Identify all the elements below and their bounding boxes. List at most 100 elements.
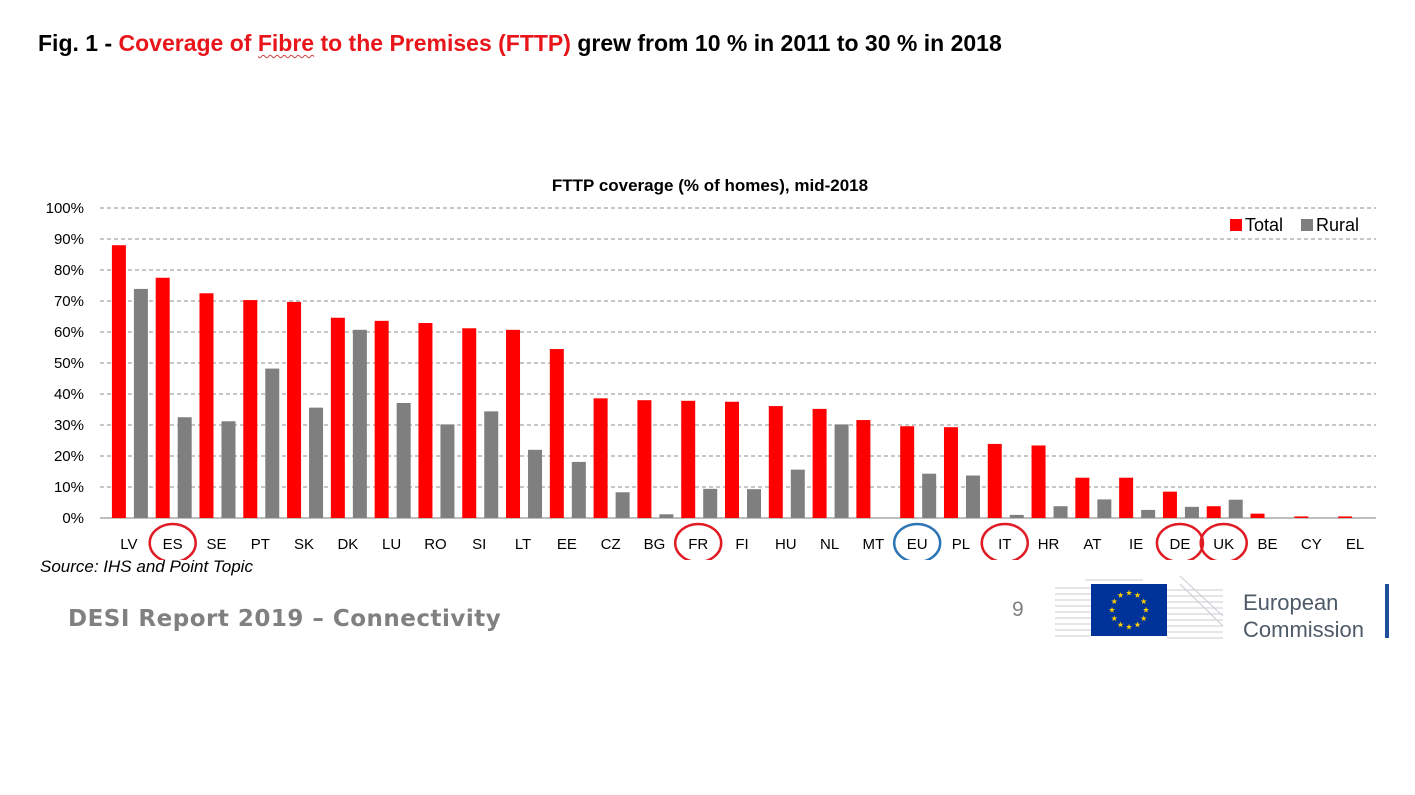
bar-rural-uk (1228, 499, 1243, 518)
flag-star-icon (1140, 615, 1147, 622)
x-category-label: SE (206, 536, 226, 553)
highlight-circle-fr (673, 522, 723, 560)
bar-total-se (199, 293, 214, 518)
bar-total-eu (900, 426, 915, 518)
bar-total-dk (330, 317, 345, 518)
bar-total-at (1075, 477, 1090, 518)
ec-building-pattern (1055, 576, 1224, 639)
bar-total-cz (593, 398, 608, 518)
ec-name-line1: European (1243, 590, 1339, 615)
ec-name: European Commission (1243, 589, 1364, 643)
legend-rural-swatch (1301, 219, 1313, 231)
y-tick-label: 10% (54, 479, 84, 496)
highlight-circle-uk (1199, 522, 1248, 560)
x-category-label: CZ (601, 536, 621, 553)
bar-total-fi (725, 401, 739, 518)
highlight-circle-eu (892, 522, 942, 560)
fibre-word: Fibre (257, 30, 315, 56)
x-category-label: AT (1083, 536, 1101, 553)
x-category-label: SI (472, 536, 486, 553)
bar-total-sk (287, 301, 302, 518)
bar-rural-at (1097, 499, 1112, 518)
source-note: Source: IHS and Point Topic (40, 557, 253, 576)
x-category-label: LV (120, 536, 137, 553)
bar-total-si (462, 328, 477, 518)
bar-rural-fi (747, 489, 761, 518)
bar-total-hr (1031, 445, 1046, 518)
bar-total-nl (812, 408, 827, 518)
flag-star-icon (1140, 598, 1147, 605)
bar-total-ee (549, 349, 564, 518)
bar-total-hu (768, 406, 783, 518)
x-category-label: NL (820, 536, 839, 553)
x-category-label: CY (1301, 536, 1322, 553)
y-tick-label: 20% (54, 448, 84, 465)
bar-rural-pl (965, 475, 980, 518)
legend: Total Rural (1230, 215, 1359, 235)
x-axis-categories: LV ES SE PT SK DK LU RO SI LT EE CZ BG FR FI HU NL MT EU PL… (120, 536, 1364, 553)
x-category-label: LU (382, 536, 401, 553)
flag-star-icon (1117, 621, 1124, 628)
x-category-label: DK (337, 536, 358, 553)
bar-rural-se (221, 421, 236, 518)
y-tick-label: 40% (54, 386, 84, 403)
x-category-label: FI (735, 536, 748, 553)
bar-total-lu (374, 320, 389, 518)
bar-rural-hu (790, 469, 805, 518)
bar-total-uk (1206, 506, 1221, 518)
x-category-label: EU (907, 536, 928, 553)
x-category-label: LT (515, 536, 531, 553)
x-category-label: PT (251, 536, 270, 553)
bar-total-de (1162, 491, 1177, 518)
x-category-label: HR (1038, 536, 1060, 553)
x-category-label: IE (1129, 536, 1143, 553)
ec-name-line2: Commission (1243, 617, 1365, 642)
ec-logo-bar (1385, 584, 1389, 638)
bar-total-fr (681, 400, 696, 518)
bar-total-ro (418, 323, 433, 518)
y-tick-label: 0% (62, 510, 84, 527)
legend-total-label: Total (1245, 215, 1283, 235)
bar-rural-hr (1053, 506, 1068, 518)
bar-rural-ro (440, 424, 455, 518)
bar-rural-ee (571, 461, 586, 518)
european-commission-logo: European Commission (1055, 576, 1395, 643)
bar-rural-nl (834, 424, 849, 518)
bar-rural-lv (133, 288, 148, 518)
y-tick-label: 50% (54, 355, 84, 372)
flag-star-icon (1125, 623, 1133, 630)
page-number: 9 (1012, 598, 1024, 621)
y-tick-label: 80% (54, 262, 84, 279)
y-axis-ticks: 0% 10% 20% 30% 40% 50% 60% 70% 80% 90% 100% (46, 200, 84, 527)
x-category-label: BG (644, 536, 666, 553)
y-tick-label: 100% (46, 200, 84, 217)
x-category-label: EL (1346, 536, 1364, 553)
highlight-circle-de (1155, 522, 1205, 560)
bar-rural-lu (396, 402, 411, 518)
flag-star-icon (1111, 598, 1118, 605)
flag-star-icon (1108, 606, 1116, 613)
x-category-label: MT (863, 536, 885, 553)
bar-rural-dk (352, 329, 367, 518)
legend-rural-label: Rural (1316, 215, 1359, 235)
flag-star-icon (1111, 615, 1118, 622)
bar-total-cy (1294, 516, 1309, 518)
eu-flag-icon (1091, 584, 1167, 636)
bar-total-mt (856, 420, 871, 518)
bar-total-pl (943, 427, 958, 518)
fttp-coverage-chart: FTTP coverage (% of homes), mid-2018 0% 1… (46, 176, 1376, 560)
highlight-circle-es (148, 522, 197, 560)
bar-total-bg (637, 400, 652, 518)
bar-total-it (987, 443, 1002, 518)
bar-rural-bg (659, 514, 674, 518)
chart-title: FTTP coverage (% of homes), mid-2018 (552, 176, 868, 195)
y-tick-label: 70% (54, 293, 84, 310)
bar-rural-it (1009, 514, 1024, 518)
x-category-label: EE (557, 536, 577, 553)
bar-rural-cz (615, 492, 630, 518)
x-category-label: BE (1258, 536, 1278, 553)
bar-rural-de (1184, 506, 1199, 518)
bar-total-ie (1119, 477, 1134, 518)
bar-total-lt (506, 329, 521, 518)
flag-star-icon (1142, 606, 1150, 613)
